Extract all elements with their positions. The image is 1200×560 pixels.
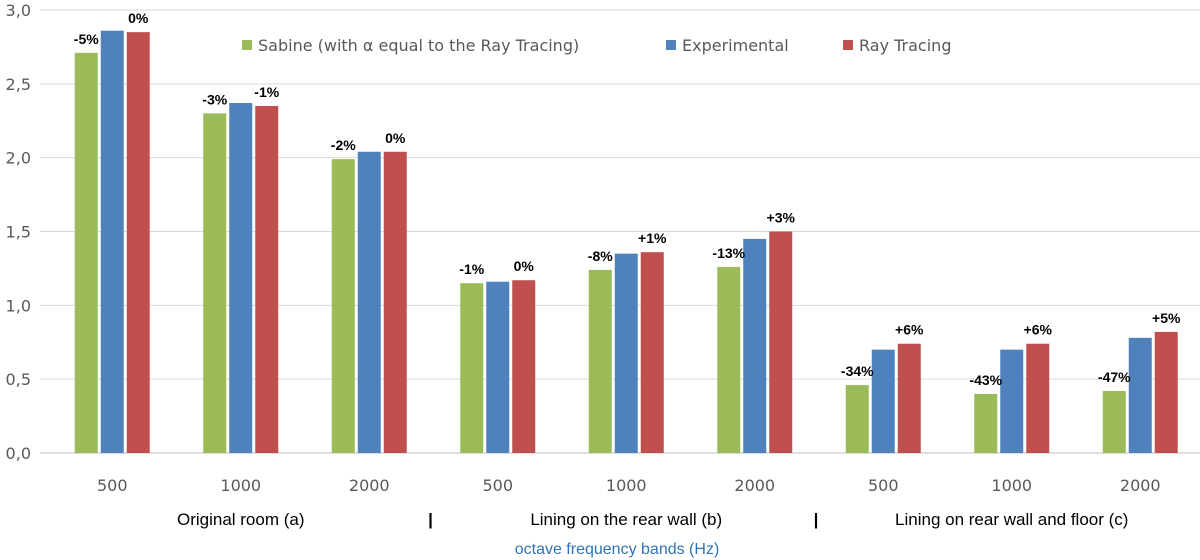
bar-sabine: [974, 393, 998, 453]
legend-swatch: [843, 40, 853, 50]
data-label: -3%: [202, 91, 227, 107]
x-tick-label: 500: [482, 476, 513, 495]
bar-ray: [769, 231, 793, 453]
data-label: +5%: [1152, 310, 1181, 326]
bar-experimental: [100, 30, 124, 453]
bar-experimental: [1128, 337, 1152, 453]
bar-sabine: [203, 113, 227, 453]
x-tick-label: 1000: [606, 476, 647, 495]
x-tick-label: 500: [97, 476, 128, 495]
legend-label: Sabine (with α equal to the Ray Tracing): [258, 36, 579, 55]
group-label: Lining on rear wall and floor (c): [895, 510, 1128, 529]
bar-experimental: [743, 238, 767, 453]
group-separator: |: [428, 510, 433, 529]
data-label: -43%: [969, 372, 1002, 388]
data-label: +3%: [767, 210, 796, 226]
x-tick-label: 1000: [991, 476, 1032, 495]
bar-sabine: [588, 269, 612, 453]
data-label: +6%: [895, 322, 924, 338]
legend-swatch: [242, 40, 252, 50]
y-tick-label: 3,0: [6, 1, 31, 20]
x-tick-label: 500: [868, 476, 899, 495]
bar-experimental: [486, 281, 510, 453]
group-separator: |: [814, 510, 819, 529]
legend-label: Ray Tracing: [859, 36, 951, 55]
y-tick-label: 1,5: [6, 223, 31, 242]
bar-ray: [383, 151, 407, 453]
bar-ray: [255, 105, 279, 453]
legend: Sabine (with α equal to the Ray Tracing)…: [242, 36, 951, 55]
data-label: 0%: [128, 10, 149, 26]
data-label: -5%: [74, 31, 99, 47]
data-label: -8%: [588, 248, 613, 264]
x-tick-label: 2000: [734, 476, 775, 495]
bar-sabine: [331, 159, 355, 454]
bar-sabine: [74, 52, 98, 453]
bar-experimental: [614, 253, 638, 453]
data-label: -47%: [1098, 369, 1131, 385]
data-label: 0%: [514, 258, 535, 274]
bar-experimental: [871, 349, 895, 453]
y-tick-label: 2,5: [6, 75, 31, 94]
x-axis-title: octave frequency bands (Hz): [515, 541, 720, 558]
bar-ray: [126, 32, 150, 454]
group-labels: Original room (a) Lining on the rear wall…: [177, 510, 1128, 529]
bar-sabine: [717, 266, 741, 453]
data-label: -1%: [459, 261, 484, 277]
legend-swatch: [666, 40, 676, 50]
bar-experimental: [1000, 349, 1024, 453]
y-tick-label: 1,0: [6, 296, 31, 315]
x-axis: 500 1000 2000 500 1000 2000 500 1000 2000: [97, 476, 1161, 495]
data-label: -2%: [331, 137, 356, 153]
bar-sabine: [460, 283, 484, 453]
group-label: Lining on the rear wall (b): [530, 510, 722, 529]
data-label: -13%: [712, 245, 745, 261]
group-label: Original room (a): [177, 510, 305, 529]
bar-experimental: [357, 151, 381, 453]
data-labels: -5% 0% -3% -1% -2% 0% -1% 0% -8% +1% -13% +3% -34% +6…: [74, 10, 1181, 388]
x-tick-label: 2000: [349, 476, 390, 495]
bar-ray: [640, 252, 664, 453]
bar-sabine: [1102, 390, 1126, 453]
bar-sabine: [845, 385, 869, 453]
data-label: +6%: [1024, 322, 1053, 338]
x-tick-label: 2000: [1120, 476, 1161, 495]
y-tick-label: 0,0: [6, 444, 31, 463]
data-label: -34%: [841, 363, 874, 379]
bar-experimental: [229, 103, 253, 453]
bar-ray: [1154, 331, 1178, 453]
bar-ray: [1026, 343, 1050, 453]
y-tick-label: 2,0: [6, 149, 31, 168]
x-tick-label: 1000: [220, 476, 261, 495]
bar-ray: [897, 343, 921, 453]
data-label: +1%: [638, 230, 667, 246]
y-tick-label: 0,5: [6, 370, 31, 389]
bar-ray: [512, 280, 536, 453]
y-axis: 0,0 0,5 1,0 1,5 2,0 2,5 3,0: [6, 1, 31, 463]
legend-label: Experimental: [682, 36, 789, 55]
data-label: 0%: [385, 130, 406, 146]
bars: [74, 30, 1178, 454]
data-label: -1%: [254, 84, 279, 100]
